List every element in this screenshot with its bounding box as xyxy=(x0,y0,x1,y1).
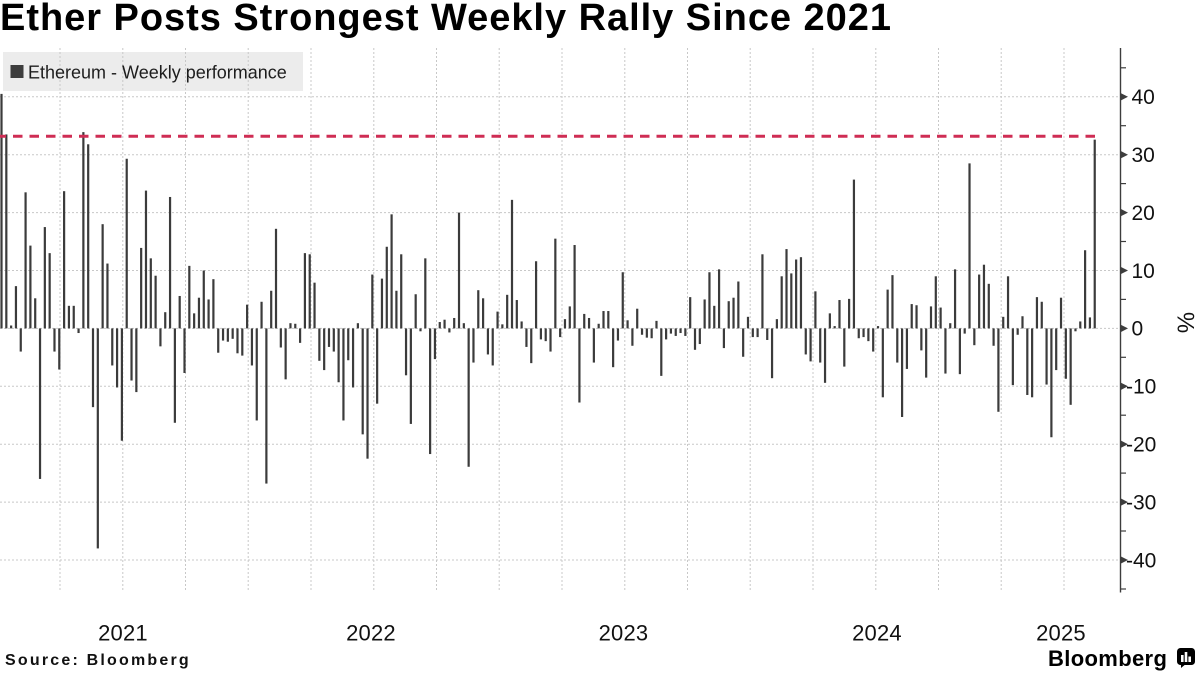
svg-text:20: 20 xyxy=(1132,202,1155,225)
svg-text:2025: 2025 xyxy=(1036,621,1086,646)
svg-text:Ethereum - Weekly performance: Ethereum - Weekly performance xyxy=(28,63,287,83)
svg-text:-40: -40 xyxy=(1126,549,1156,572)
svg-text:2021: 2021 xyxy=(98,621,148,646)
svg-text:2023: 2023 xyxy=(599,621,649,646)
svg-text:2024: 2024 xyxy=(852,621,902,646)
svg-text:%: % xyxy=(1172,312,1199,333)
svg-text:30: 30 xyxy=(1132,144,1155,167)
svg-text:2022: 2022 xyxy=(346,621,396,646)
svg-text:10: 10 xyxy=(1132,260,1155,283)
svg-text:-20: -20 xyxy=(1126,434,1156,457)
svg-text:40: 40 xyxy=(1132,86,1155,109)
svg-text:-30: -30 xyxy=(1126,491,1156,514)
svg-text:-10: -10 xyxy=(1126,376,1156,399)
svg-text:0: 0 xyxy=(1132,318,1144,341)
